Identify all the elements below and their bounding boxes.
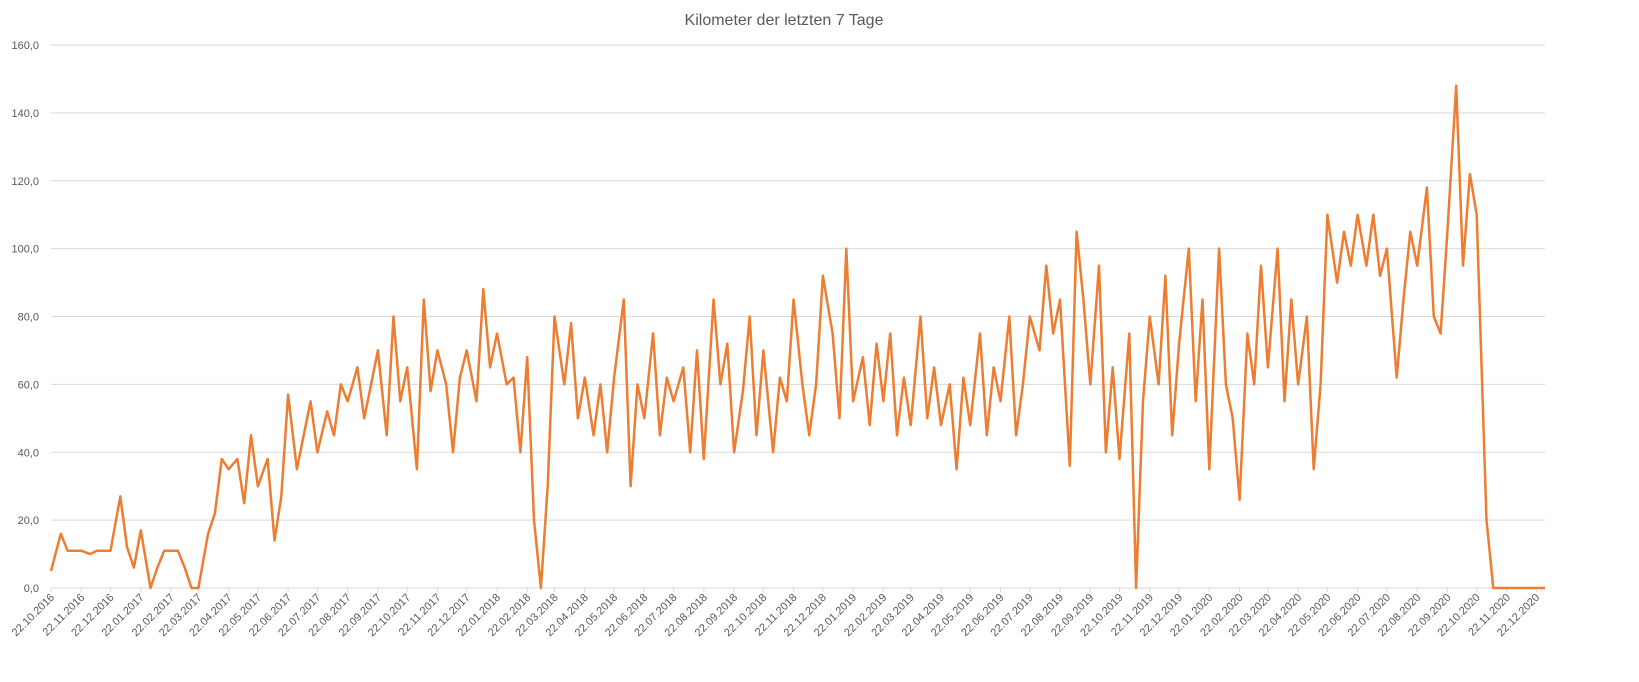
data-line xyxy=(49,84,1545,590)
y-tick-label: 20,0 xyxy=(18,515,39,527)
y-tick-label: 140,0 xyxy=(11,108,39,120)
y-tick-label: 120,0 xyxy=(11,176,39,188)
y-tick-label: 0,0 xyxy=(24,583,39,595)
y-tick-label: 160,0 xyxy=(11,40,39,52)
chart-title: Kilometer der letzten 7 Tage xyxy=(685,12,884,29)
y-tick-label: 100,0 xyxy=(11,244,39,256)
y-tick-label: 60,0 xyxy=(18,379,39,391)
y-tick-label: 40,0 xyxy=(18,447,39,459)
y-tick-label: 80,0 xyxy=(18,312,39,324)
